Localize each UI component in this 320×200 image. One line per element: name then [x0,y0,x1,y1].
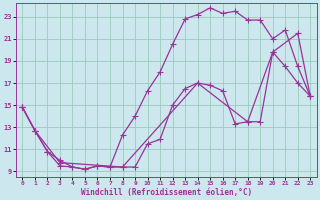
X-axis label: Windchill (Refroidissement éolien,°C): Windchill (Refroidissement éolien,°C) [81,188,252,197]
